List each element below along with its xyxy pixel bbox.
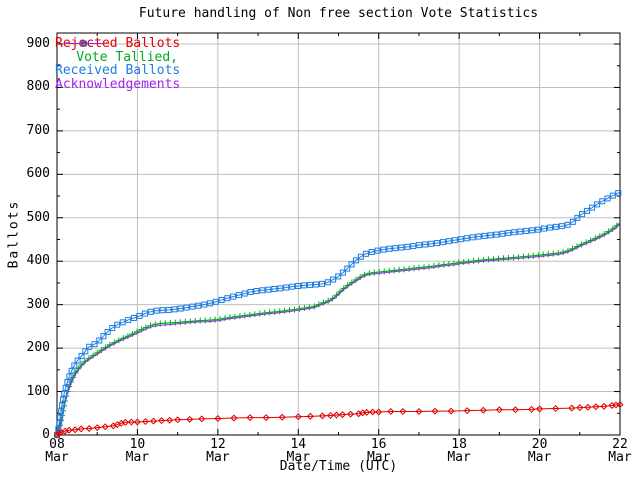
legend-row-vote-tallied: Vote Tallied,: [55, 40, 178, 65]
x-tick-label: 16 Mar: [362, 438, 396, 464]
y-tick-label: 500: [26, 209, 50, 225]
y-tick-label: 400: [26, 253, 50, 269]
x-tick-month: Mar: [206, 450, 230, 465]
y-tick-label: 700: [26, 122, 50, 138]
x-tick-month: Mar: [527, 450, 552, 465]
x-tick-label: 10 Mar: [120, 438, 154, 464]
legend-row-received-ballots: Received Ballots: [55, 40, 181, 79]
x-tick-day: 20: [531, 437, 548, 452]
x-tick-day: 18: [451, 437, 467, 452]
x-tick-label: 22 Mar: [603, 438, 637, 464]
y-tick-label: 100: [26, 383, 50, 399]
x-tick-day: 16: [370, 437, 387, 452]
legend-row-acknowledgements: Acknowledgements: [55, 43, 181, 92]
y-tick-label: 300: [26, 296, 50, 312]
legend-label: Acknowledgements: [55, 76, 181, 92]
x-tick-label: 12 Mar: [201, 438, 235, 464]
x-axis-label: Date/Time (UTC): [279, 459, 398, 474]
y-tick-label: 600: [26, 166, 50, 182]
legend: Rejected Ballots Vote Tallied, Received …: [55, 36, 181, 92]
x-tick-day: 08: [49, 437, 65, 452]
y-tick-label: 900: [26, 36, 50, 51]
x-tick-day: 22: [612, 437, 628, 452]
x-tick-day: 10: [129, 437, 146, 452]
x-tick-month: Mar: [366, 450, 391, 465]
y-tick-label: 0: [42, 427, 50, 442]
x-tick-label: 18 Mar: [442, 438, 476, 464]
x-tick-month: Mar: [125, 450, 150, 465]
x-tick-day: 12: [210, 437, 226, 452]
x-tick-label: 14 Mar: [281, 438, 315, 464]
x-tick-label: 20 Mar: [523, 438, 557, 464]
x-tick-month: Mar: [447, 450, 471, 465]
x-tick-month: Mar: [608, 450, 632, 465]
chart-title: Future handling of Non free section Vote…: [138, 6, 539, 21]
x-tick-month: Mar: [45, 450, 69, 465]
y-tick-label: 800: [26, 79, 50, 95]
x-tick-label: 08 Mar: [40, 438, 74, 464]
legend-label: Received Ballots: [55, 63, 181, 79]
x-tick-day: 14: [290, 437, 307, 452]
legend-line-sample: [64, 43, 104, 44]
x-tick-month: Mar: [286, 450, 311, 465]
y-tick-label: 200: [26, 340, 50, 356]
legend-label: Vote Tallied,: [76, 49, 178, 65]
